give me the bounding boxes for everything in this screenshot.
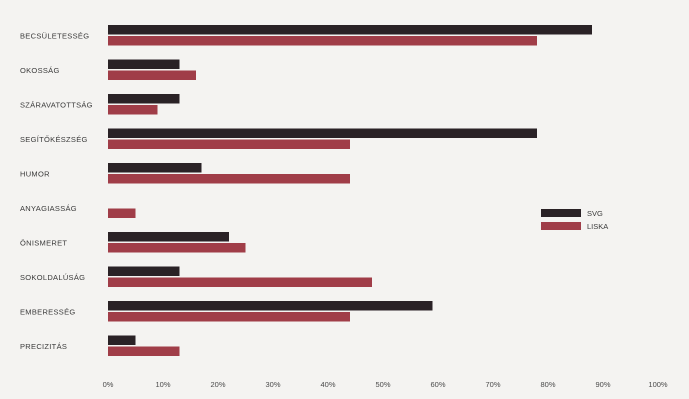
bar-svg-2 [108, 94, 180, 104]
x-tick-label: 90% [595, 380, 610, 389]
x-axis-tick-labels: 0% 10% 20% 30% 40% 50% 60% 70% 80% 90% 100% [103, 380, 668, 389]
bar-liska-2 [108, 105, 158, 115]
x-tick-label: 0% [103, 380, 114, 389]
x-tick-label: 50% [375, 380, 390, 389]
bar-svg-0 [108, 25, 592, 35]
bar-svg-3 [108, 128, 537, 138]
x-tick-label: 70% [485, 380, 500, 389]
legend: SVG LISKA [541, 209, 608, 231]
category-label: SZÁRAVATOTTSÁG [20, 100, 93, 109]
bar-liska-0 [108, 36, 537, 46]
category-label: OKOSSÁG [20, 66, 60, 75]
category-labels: BECSÜLETESSÉG OKOSSÁG SZÁRAVATOTTSÁG SEGÍTŐ… [20, 31, 93, 351]
bar-svg-9 [108, 335, 136, 345]
legend-swatch-liska [541, 222, 581, 230]
category-label: SOKOLDALÚSÁG [20, 273, 85, 282]
x-tick-label: 60% [430, 380, 445, 389]
x-tick-label: 10% [155, 380, 170, 389]
legend-swatch-svg [541, 209, 581, 217]
category-label: ANYAGIASSÁG [20, 204, 77, 213]
category-label: EMBERESSÉG [20, 307, 76, 316]
x-tick-label: 20% [210, 380, 225, 389]
x-tick-label: 100% [648, 380, 668, 389]
bar-liska-5 [108, 208, 136, 218]
bar-liska-7 [108, 277, 372, 287]
category-label: PRECIZITÁS [20, 342, 67, 351]
x-tick-label: 80% [540, 380, 555, 389]
bar-liska-4 [108, 174, 350, 184]
bar-liska-3 [108, 139, 350, 149]
bar-liska-8 [108, 312, 350, 322]
bars-group [108, 25, 592, 356]
bar-svg-7 [108, 266, 180, 276]
bar-liska-1 [108, 70, 196, 80]
bar-svg-6 [108, 232, 229, 242]
category-label: ÖNISMERET [20, 238, 67, 247]
bar-liska-6 [108, 243, 246, 253]
bar-svg-8 [108, 301, 433, 311]
bar-liska-9 [108, 346, 180, 356]
bar-svg-1 [108, 59, 180, 69]
legend-label-svg: SVG [587, 209, 603, 218]
x-tick-label: 30% [265, 380, 280, 389]
bar-svg-4 [108, 163, 202, 173]
category-label: HUMOR [20, 169, 50, 178]
category-label: BECSÜLETESSÉG [20, 31, 89, 40]
category-label: SEGÍTŐKÉSZSÉG [20, 135, 88, 144]
legend-label-liska: LISKA [587, 222, 608, 231]
x-tick-label: 40% [320, 380, 335, 389]
